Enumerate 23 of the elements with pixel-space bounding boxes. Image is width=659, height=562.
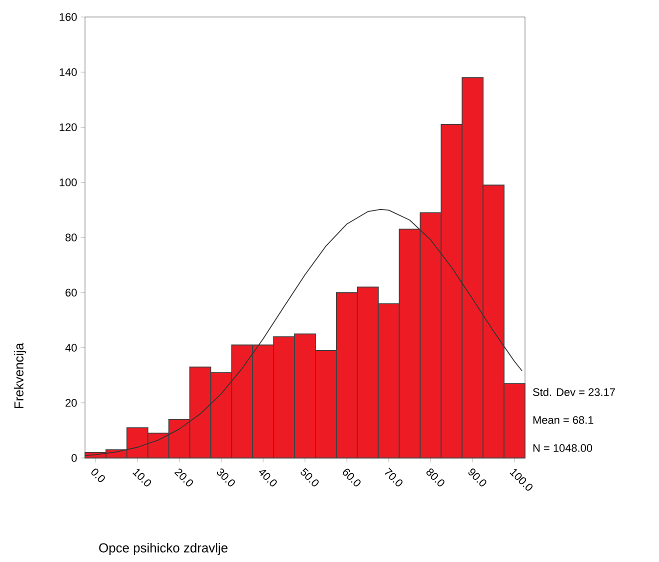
y-tick-label: 20 (66, 399, 77, 407)
x-tick-label: 0.0 (91, 468, 105, 482)
text: Mean = 68.1 (533, 416, 594, 424)
y-tick-label: 40 (65, 344, 77, 352)
y-tick-label: 160 (60, 13, 77, 21)
x-tick-label: 90.0 (468, 468, 486, 486)
y-tick-label: 100 (60, 178, 77, 186)
x-tick-label: 60.0 (342, 468, 361, 486)
y-tick-label: 140 (60, 68, 77, 76)
x-tick-label: 50.0 (300, 468, 319, 486)
y-tick-label: 0 (72, 454, 77, 462)
y-tick-label: 60 (66, 288, 77, 297)
x-axis-title: Opce psihicko zdravlje (99, 542, 228, 556)
x-tick-label: 30.0 (216, 468, 235, 486)
x-tick-label: 80.0 (426, 468, 444, 486)
text: N = 1048.00 (533, 444, 592, 452)
x-tick-label: 10.0 (132, 468, 152, 486)
y-axis-title: Frekvencija (14, 342, 26, 408)
x-tick-label: 20.0 (174, 468, 193, 486)
y-tick-label: 80 (66, 234, 77, 242)
y-tick-label: 120 (60, 123, 77, 132)
text: Std. Dev = 23.17 (533, 388, 615, 396)
x-tick-label: 40.0 (259, 470, 277, 486)
